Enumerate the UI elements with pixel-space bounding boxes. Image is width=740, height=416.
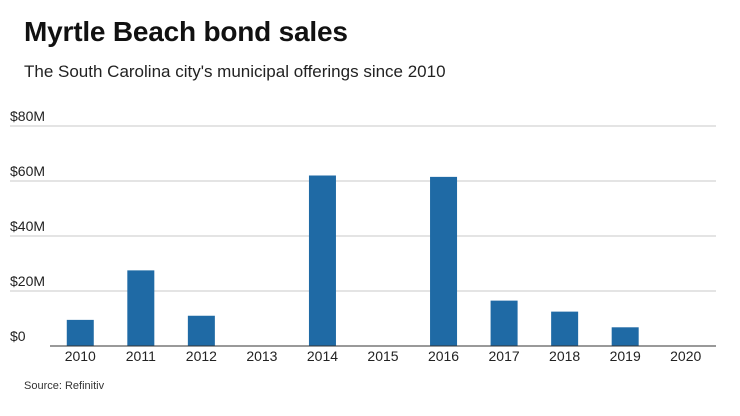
bar-2017 [490,300,518,346]
x-tick-label: 2010 [65,348,96,364]
y-tick-label: $80M [10,108,45,124]
y-axis-ticks: $0 $20M $40M $60M $80M [10,108,45,344]
x-tick-label: 2012 [186,348,217,364]
x-tick-label: 2019 [610,348,641,364]
x-tick-label: 2011 [126,348,156,364]
bar-2014 [308,175,336,346]
x-tick-label: 2018 [549,348,580,364]
x-axis-ticks: 2010 2011 2012 2013 2014 2015 2016 2017 2018 2019… [65,348,702,364]
gridlines [10,125,716,292]
bar-2019 [611,327,639,346]
y-tick-label: $60M [10,163,45,179]
bar-2016 [430,176,458,346]
chart-subtitle: The South Carolina city's municipal offe… [24,62,446,81]
x-tick-label: 2014 [307,348,338,364]
x-tick-label: 2013 [246,348,277,364]
bar-2018 [551,311,579,346]
x-tick-label: 2015 [367,348,398,364]
y-tick-label: $40M [10,218,45,234]
x-tick-label: 2020 [670,348,701,364]
bar-2011 [127,270,155,346]
source-note: Source: Refinitiv [24,380,105,392]
y-tick-label: $0 [10,328,26,344]
bar-2010 [66,319,94,346]
y-tick-label: $20M [10,273,45,289]
x-tick-label: 2016 [428,348,459,364]
chart-title: Myrtle Beach bond sales [24,16,348,47]
bar-2012 [187,315,215,346]
bars [66,175,639,346]
x-tick-label: 2017 [489,348,520,364]
